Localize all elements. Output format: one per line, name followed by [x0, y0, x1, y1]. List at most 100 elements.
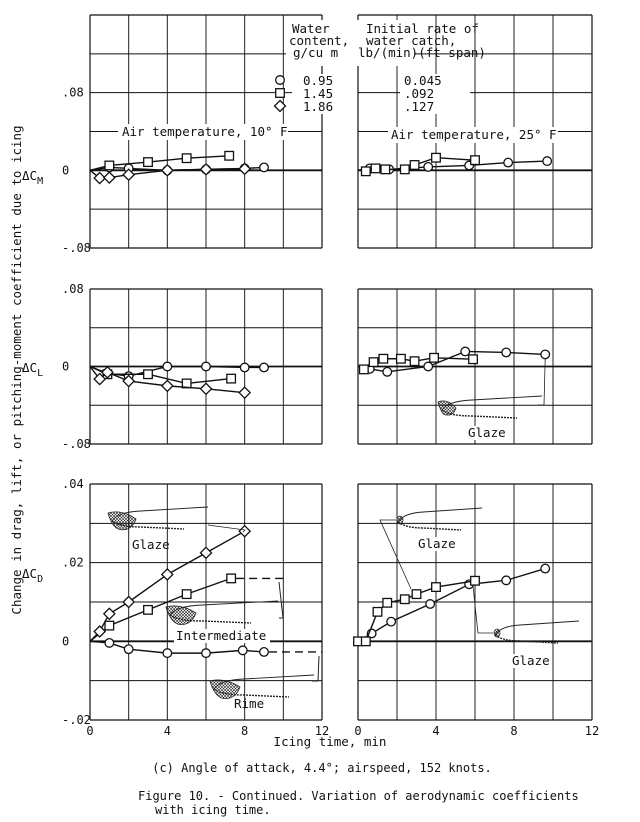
- data-point-diamond: [93, 171, 107, 185]
- y-tick-label: -.08: [62, 437, 91, 451]
- data-point-diamond: [122, 595, 136, 609]
- legend-entry: 1.45 .092: [275, 86, 434, 101]
- panel-cd-10F: .04.020-.020 4 8 12: [62, 477, 329, 738]
- data-point-circle: [540, 349, 551, 360]
- svg-text:ΔCD: ΔCD: [22, 566, 43, 585]
- data-point-square: [181, 153, 192, 164]
- data-point-square: [143, 369, 153, 380]
- data-point-diamond: [238, 524, 252, 538]
- legend-water-content: 1.86: [303, 99, 333, 114]
- series-square: [353, 575, 480, 647]
- data-point-circle: [540, 563, 551, 574]
- data-point-square: [409, 160, 420, 170]
- data-point-square: [181, 589, 192, 600]
- data-point-diamond: [160, 568, 174, 581]
- bracket-line: [278, 581, 284, 619]
- annotation-rime: Rime: [234, 696, 264, 711]
- temperature-label-left: Air temperature, 10° F: [122, 124, 288, 139]
- x-tick-label: 12: [315, 724, 329, 738]
- data-point-square: [360, 166, 371, 177]
- y-tick-label: 0: [62, 634, 69, 648]
- data-point-circle: [542, 156, 553, 167]
- series-square: [360, 152, 480, 177]
- legend-water-content: 1.45: [303, 86, 333, 101]
- data-point-diamond: [93, 372, 107, 386]
- y-tick-label: 0: [62, 163, 69, 177]
- x-axis-label: Icing time, min: [274, 734, 387, 749]
- data-point-diamond: [273, 99, 287, 113]
- data-point-circle: [259, 362, 269, 373]
- data-point-square: [399, 594, 410, 605]
- leader-line: [472, 585, 493, 634]
- data-point-circle: [162, 648, 173, 659]
- legend-header-water-content: content,: [289, 33, 349, 48]
- x-tick-label: 8: [510, 724, 517, 738]
- data-point-square: [429, 352, 440, 363]
- svg-text:ΔCM: ΔCM: [22, 168, 43, 187]
- y-tick-label: .04: [62, 477, 84, 491]
- leader-line: [538, 358, 546, 406]
- data-point-square: [226, 373, 237, 384]
- data-point-circle: [275, 75, 285, 85]
- y-tick-label: .08: [62, 86, 84, 100]
- data-point-circle: [239, 362, 250, 373]
- ice-shape-intermediate: [165, 600, 279, 625]
- series-square: [89, 150, 235, 172]
- data-point-circle: [501, 575, 512, 586]
- data-point-circle: [423, 161, 434, 172]
- row-label-cd: ΔCD: [22, 566, 43, 585]
- panel-cm-10F: .08 0 -.08: [62, 14, 323, 255]
- data-point-circle: [460, 346, 471, 357]
- data-point-circle: [259, 647, 269, 657]
- data-point-square: [104, 160, 115, 171]
- x-tick-label: 4: [164, 724, 171, 738]
- x-tick-label: 4: [432, 724, 439, 738]
- data-point-circle: [123, 644, 134, 655]
- data-point-square: [224, 150, 235, 161]
- data-point-square: [409, 356, 420, 367]
- x-tick-label: 0: [86, 724, 93, 738]
- data-point-square: [380, 164, 391, 175]
- ice-shape-glaze-right-cd-upper: [396, 507, 483, 531]
- ice-shape-glaze-left: [107, 506, 209, 531]
- data-point-circle: [382, 366, 393, 377]
- temperature-label-right: Air temperature, 25° F: [391, 127, 557, 142]
- series-diamond: [89, 162, 252, 185]
- series-circle: [357, 563, 551, 642]
- svg-text:ΔCL: ΔCL: [22, 360, 43, 379]
- series-circle: [89, 361, 269, 382]
- legend-header-catch-rate: Initial rate of: [366, 21, 479, 36]
- data-point-circle: [201, 648, 211, 659]
- annotation-intermediate: Intermediate: [176, 628, 266, 643]
- y-axis-label: Change in drag, lift, or pitching-moment…: [9, 125, 24, 614]
- data-point-square: [358, 364, 369, 375]
- legend-header-water-content: g/cu m: [293, 45, 338, 60]
- data-point-square: [411, 589, 422, 600]
- y-tick-label: -.08: [62, 241, 91, 255]
- series-diamond: [89, 365, 252, 400]
- data-point-square: [368, 357, 379, 368]
- y-tick-label: .02: [62, 556, 84, 570]
- row-label-cl: ΔCL: [22, 360, 43, 379]
- panel-cl-25F: [357, 288, 593, 445]
- data-point-diamond: [199, 382, 213, 396]
- data-point-square: [370, 163, 381, 174]
- data-point-square: [226, 573, 237, 584]
- data-point-diamond: [160, 163, 174, 177]
- data-point-square: [431, 582, 441, 593]
- leader-line: [379, 519, 412, 590]
- data-point-square: [431, 152, 441, 163]
- legend-catch-rate: .092: [404, 86, 434, 101]
- data-point-square: [104, 620, 115, 631]
- figure-title-line2: with icing time.: [155, 803, 271, 817]
- data-point-circle: [423, 361, 434, 372]
- row-label-cm: ΔCM: [22, 168, 43, 187]
- bracket-line: [312, 655, 320, 682]
- data-point-circle: [501, 347, 512, 358]
- legend-catch-rate: .127: [404, 99, 434, 114]
- data-point-square: [372, 606, 383, 617]
- caption: (c) Angle of attack, 4.4°; airspeed, 152…: [152, 761, 492, 775]
- data-point-circle: [425, 599, 436, 609]
